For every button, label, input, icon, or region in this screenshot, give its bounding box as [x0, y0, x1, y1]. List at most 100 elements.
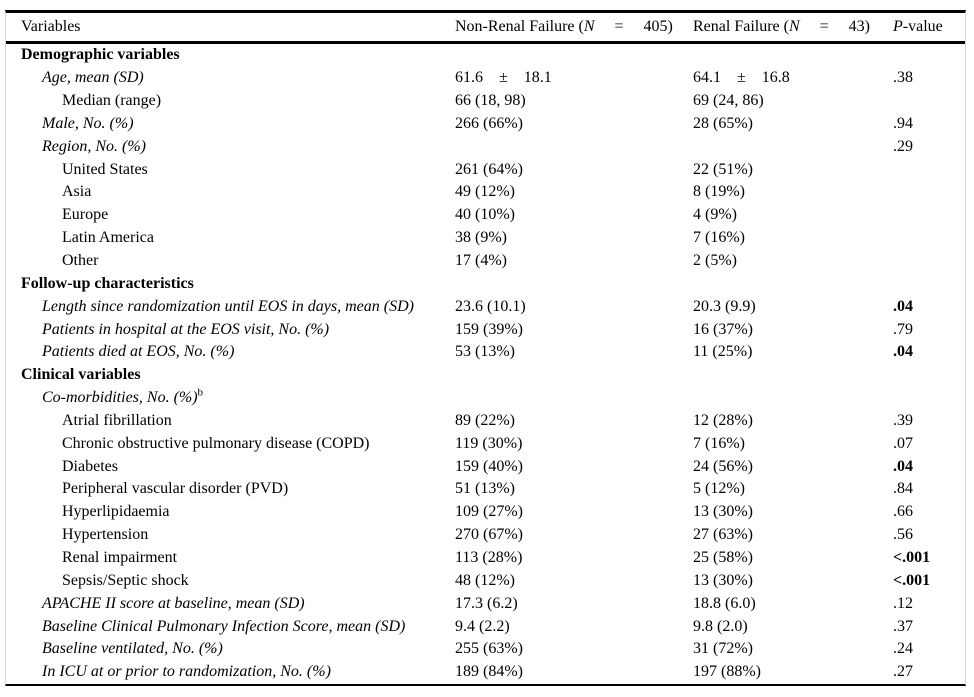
p-value-cell: .37: [893, 617, 913, 635]
table-row: Age, mean (SD) 61.6 ± 18.1 64.1 ± 16.8 .38: [6, 67, 965, 90]
table-row: Diabetes 159 (40%) 24 (56%) .04: [6, 455, 965, 478]
row-label: Atrial fibrillation: [62, 411, 172, 429]
non-renal-value-cell: 40 (10%): [455, 206, 515, 224]
table-row: APACHE II score at baseline, mean (SD) 17…: [6, 592, 965, 615]
renal-value-cell: 28 (65%): [693, 114, 753, 132]
row-label: Renal impairment: [62, 548, 178, 566]
renal-value-cell: 16 (37%): [693, 320, 753, 338]
row-label: Hyperlipidaemia: [62, 503, 170, 521]
table-row: Follow-up characteristics: [6, 272, 965, 295]
p-value-cell: <.001: [893, 548, 931, 566]
p-value-cell: .04: [893, 457, 913, 475]
row-label-cell: Baseline ventilated, No. (%): [21, 641, 455, 657]
row-label: Patients died at EOS, No. (%): [42, 343, 235, 361]
row-label: Other: [62, 252, 99, 270]
non-renal-value-cell: 109 (27%): [455, 503, 523, 521]
non-renal-value-cell: 113 (28%): [455, 548, 523, 566]
p-value-cell: .56: [893, 526, 913, 544]
non-renal-value-cell: 255 (63%): [455, 640, 523, 658]
row-label: Asia: [62, 183, 92, 201]
table-row: Europe 40 (10%) 4 (9%): [6, 204, 965, 227]
row-label-cell: Male, No. (%): [21, 114, 455, 132]
row-label-cell: Asia: [21, 184, 455, 200]
p-value-cell: .38: [893, 69, 913, 87]
table-row: Baseline Clinical Pulmonary Infection Sc…: [6, 615, 965, 638]
non-renal-value-cell: 23.6 (10.1): [455, 297, 526, 315]
renal-value-cell: 64.1 ± 16.8: [693, 69, 790, 87]
table-row: Length since randomization until EOS in …: [6, 295, 965, 318]
table-row: Hypertension 270 (67%) 27 (63%) .56: [6, 524, 965, 547]
table-row: Clinical variables: [6, 364, 965, 387]
renal-value-cell: 22 (51%): [693, 160, 753, 178]
row-label: APACHE II score at baseline, mean (SD): [42, 594, 305, 612]
row-label-cell: Hypertension: [21, 527, 455, 543]
table-row: Peripheral vascular disorder (PVD) 51 (13…: [6, 478, 965, 501]
p-value-cell: .04: [893, 297, 913, 315]
header-non-renal-failure: Non-Renal Failure (N = 405): [455, 19, 693, 35]
row-label: Latin America: [62, 229, 154, 247]
row-label-cell: Clinical variables: [21, 367, 455, 383]
non-renal-value-cell: 9.4 (2.2): [455, 617, 510, 635]
row-label-cell: Patients died at EOS, No. (%): [21, 344, 455, 360]
non-renal-value-cell: 17 (4%): [455, 252, 507, 270]
renal-value-cell: 197 (88%): [693, 663, 761, 681]
table-row: Atrial fibrillation 89 (22%) 12 (28%) .39: [6, 410, 965, 433]
table-row: In ICU at or prior to randomization, No.…: [6, 661, 965, 684]
table-row: Demographic variables: [6, 44, 965, 67]
row-label-cell: Sepsis/Septic shock: [21, 571, 455, 589]
header-non-renal-n: N: [583, 18, 595, 35]
renal-value-cell: 7 (16%): [693, 434, 745, 452]
row-label: Median (range): [62, 92, 162, 110]
header-renal-post: = 43): [799, 18, 870, 35]
row-label: United States: [62, 160, 148, 178]
row-label-cell: Median (range): [21, 93, 455, 109]
p-value-cell: .07: [893, 434, 913, 452]
table-body: Demographic variables Age, mean (SD) 61.6 …: [6, 44, 965, 684]
p-value-cell: .94: [893, 114, 913, 132]
p-value-cell: .27: [893, 663, 913, 681]
non-renal-value-cell: 189 (84%): [455, 663, 523, 681]
header-p-value: P-value: [893, 19, 965, 35]
row-label: Male, No. (%): [42, 114, 134, 132]
non-renal-value-cell: 48 (12%): [455, 571, 515, 589]
row-label-cell: Region, No. (%): [21, 138, 455, 155]
row-label-cell: Follow-up characteristics: [21, 275, 455, 292]
p-value-cell: .66: [893, 503, 913, 521]
renal-value-cell: 7 (16%): [693, 229, 745, 247]
table-row: Hyperlipidaemia 109 (27%) 13 (30%) .66: [6, 501, 965, 524]
non-renal-value-cell: 61.6 ± 18.1: [455, 69, 552, 87]
renal-value-cell: 18.8 (6.0): [693, 594, 756, 612]
renal-value-cell: 13 (30%): [693, 503, 753, 521]
table-row: Renal impairment 113 (28%) 25 (58%) <.001: [6, 547, 965, 570]
renal-value-cell: 31 (72%): [693, 640, 753, 658]
row-label: Age, mean (SD): [42, 69, 144, 87]
renal-value-cell: 13 (30%): [693, 571, 753, 589]
row-label: Clinical variables: [21, 366, 141, 384]
p-value-cell: .12: [893, 594, 913, 612]
row-label-cell: APACHE II score at baseline, mean (SD): [21, 594, 455, 612]
row-label: Sepsis/Septic shock: [62, 571, 189, 589]
renal-value-cell: 27 (63%): [693, 526, 753, 544]
row-label-cell: Chronic obstructive pulmonary disease (C…: [21, 435, 455, 452]
table-row: Sepsis/Septic shock 48 (12%) 13 (30%) <.001: [6, 569, 965, 592]
renal-value-cell: 24 (56%): [693, 457, 753, 475]
header-renal-n: N: [788, 18, 800, 35]
footnote-marker: b: [197, 386, 204, 399]
row-label: Length since randomization until EOS in …: [42, 297, 414, 315]
row-label: Diabetes: [62, 457, 118, 475]
row-label: Hypertension: [62, 526, 149, 544]
non-renal-value-cell: 38 (9%): [455, 229, 507, 247]
row-label-cell: Diabetes: [21, 457, 455, 475]
table-row: Chronic obstructive pulmonary disease (C…: [6, 432, 965, 455]
header-renal-failure: Renal Failure (N = 43): [693, 19, 893, 35]
row-label-cell: Demographic variables: [21, 47, 455, 63]
p-value-cell: <.001: [893, 571, 931, 589]
table-row: Baseline ventilated, No. (%) 255 (63%) 31 …: [6, 638, 965, 661]
table-row: Latin America 38 (9%) 7 (16%): [6, 227, 965, 250]
row-label: Baseline ventilated, No. (%): [42, 640, 223, 658]
renal-value-cell: 20.3 (9.9): [693, 297, 756, 315]
row-label: Peripheral vascular disorder (PVD): [62, 480, 289, 498]
p-value-cell: .24: [893, 640, 913, 658]
non-renal-value-cell: 119 (30%): [455, 434, 523, 452]
